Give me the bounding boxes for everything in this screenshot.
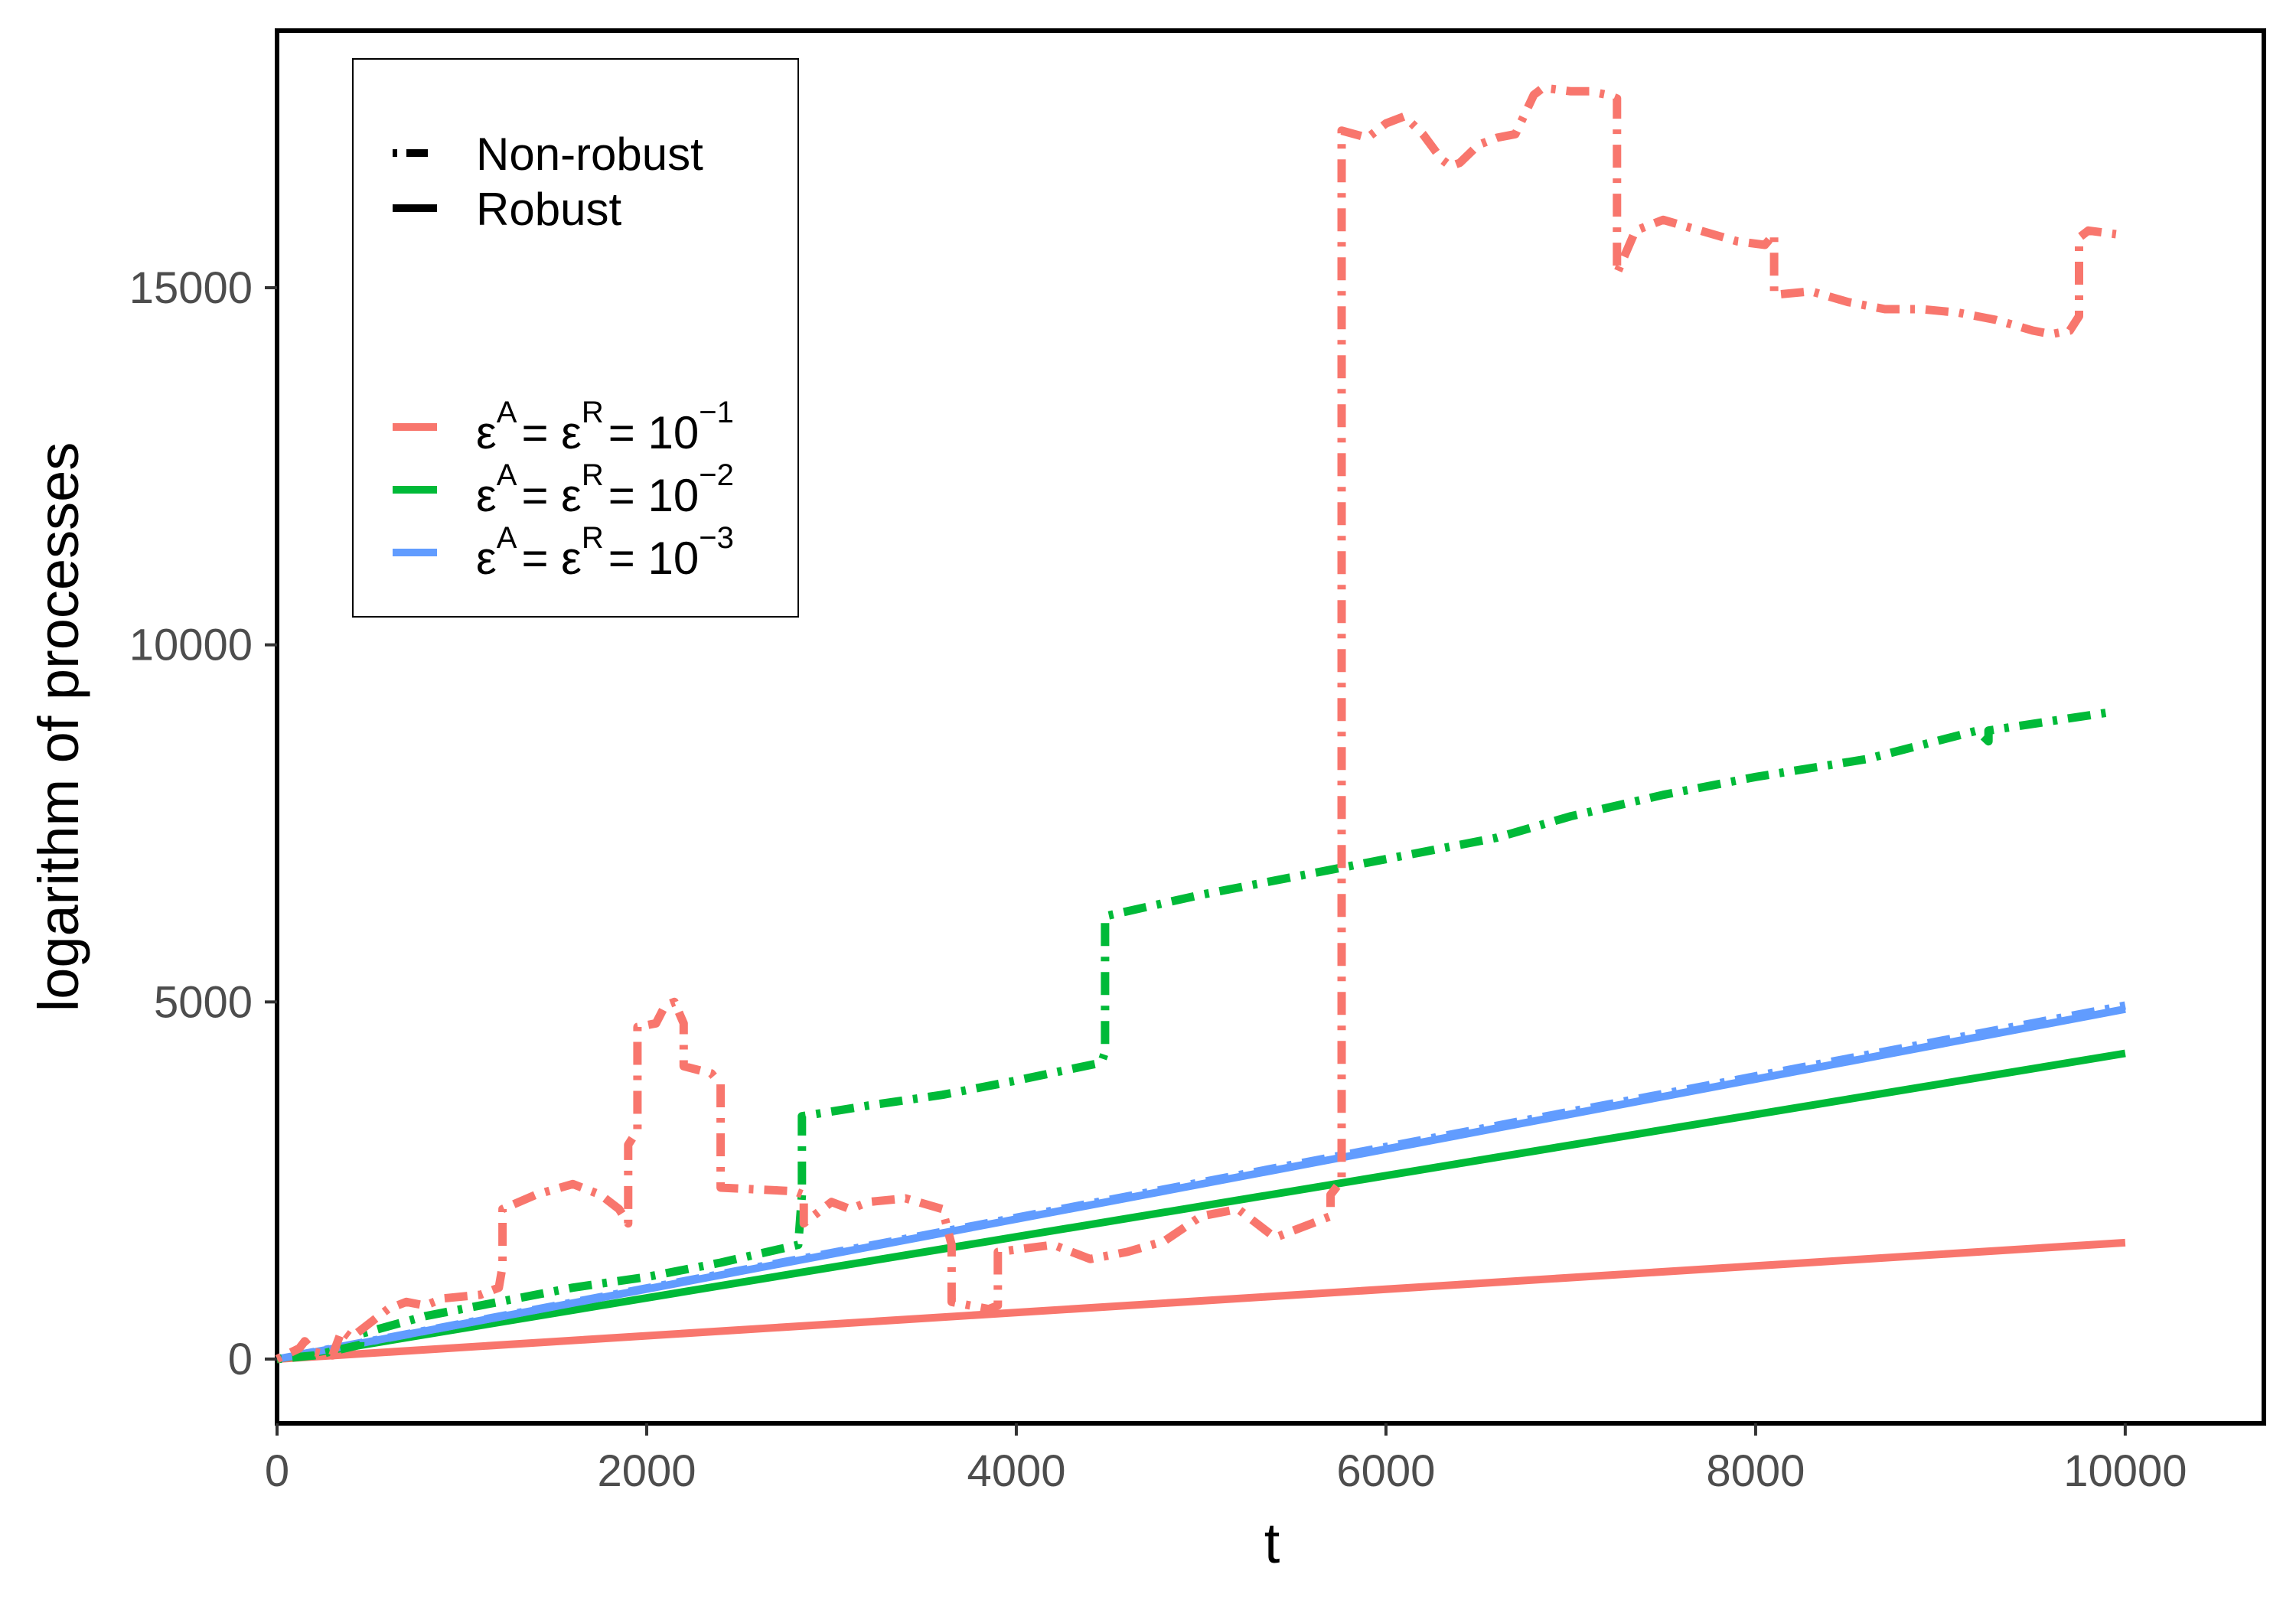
series-line-robust-eps-1 — [276, 1238, 2126, 1363]
legend-label-non-robust: Non-robust — [476, 129, 703, 180]
legend-label-eps-3: εA = εR = 10−3 — [476, 521, 734, 584]
legend: Non-robust Robust εA = εR = 10−1 εA = εR = 1… — [352, 58, 799, 618]
x-tick-label-8000: 8000 — [1706, 1446, 1805, 1496]
x-tick-label-10000: 10000 — [2063, 1446, 2187, 1496]
x-tick-label-0: 0 — [265, 1446, 289, 1496]
legend-entry-eps-3: εA = εR = 10−3 — [393, 521, 734, 584]
plot-panel-border — [275, 28, 2266, 1426]
y-axis: 0 5000 10000 15000 — [129, 263, 277, 1384]
x-axis: 0 2000 4000 6000 8000 10000 — [265, 1423, 2187, 1496]
legend-label-robust: Robust — [476, 184, 621, 235]
x-tick-label-2000: 2000 — [597, 1446, 696, 1496]
series-line-non-robust-eps-3 — [276, 1001, 2126, 1364]
series-line-robust-eps-2 — [276, 1049, 2126, 1363]
legend-label-eps-2: εA = εR = 10−2 — [476, 458, 734, 521]
x-tick-label-6000: 6000 — [1336, 1446, 1435, 1496]
y-tick-label-10000: 10000 — [129, 621, 253, 670]
y-axis-title: logarithm of processes — [27, 442, 90, 1012]
y-tick-label-15000: 15000 — [129, 263, 253, 313]
y-tick-label-5000: 5000 — [154, 977, 253, 1027]
legend-label-eps-1: εA = εR = 10−1 — [476, 396, 734, 458]
series-layer — [275, 83, 2126, 1364]
legend-entry-eps-2: εA = εR = 10−2 — [393, 458, 734, 521]
series-line-non-robust-eps-1 — [275, 83, 2117, 1363]
legend-entry-eps-1: εA = εR = 10−1 — [393, 396, 734, 458]
x-axis-title: t — [1264, 1511, 1280, 1575]
y-tick-label-0: 0 — [228, 1335, 253, 1384]
series-line-non-robust-eps-2 — [276, 708, 2108, 1364]
x-tick-label-4000: 4000 — [967, 1446, 1065, 1496]
